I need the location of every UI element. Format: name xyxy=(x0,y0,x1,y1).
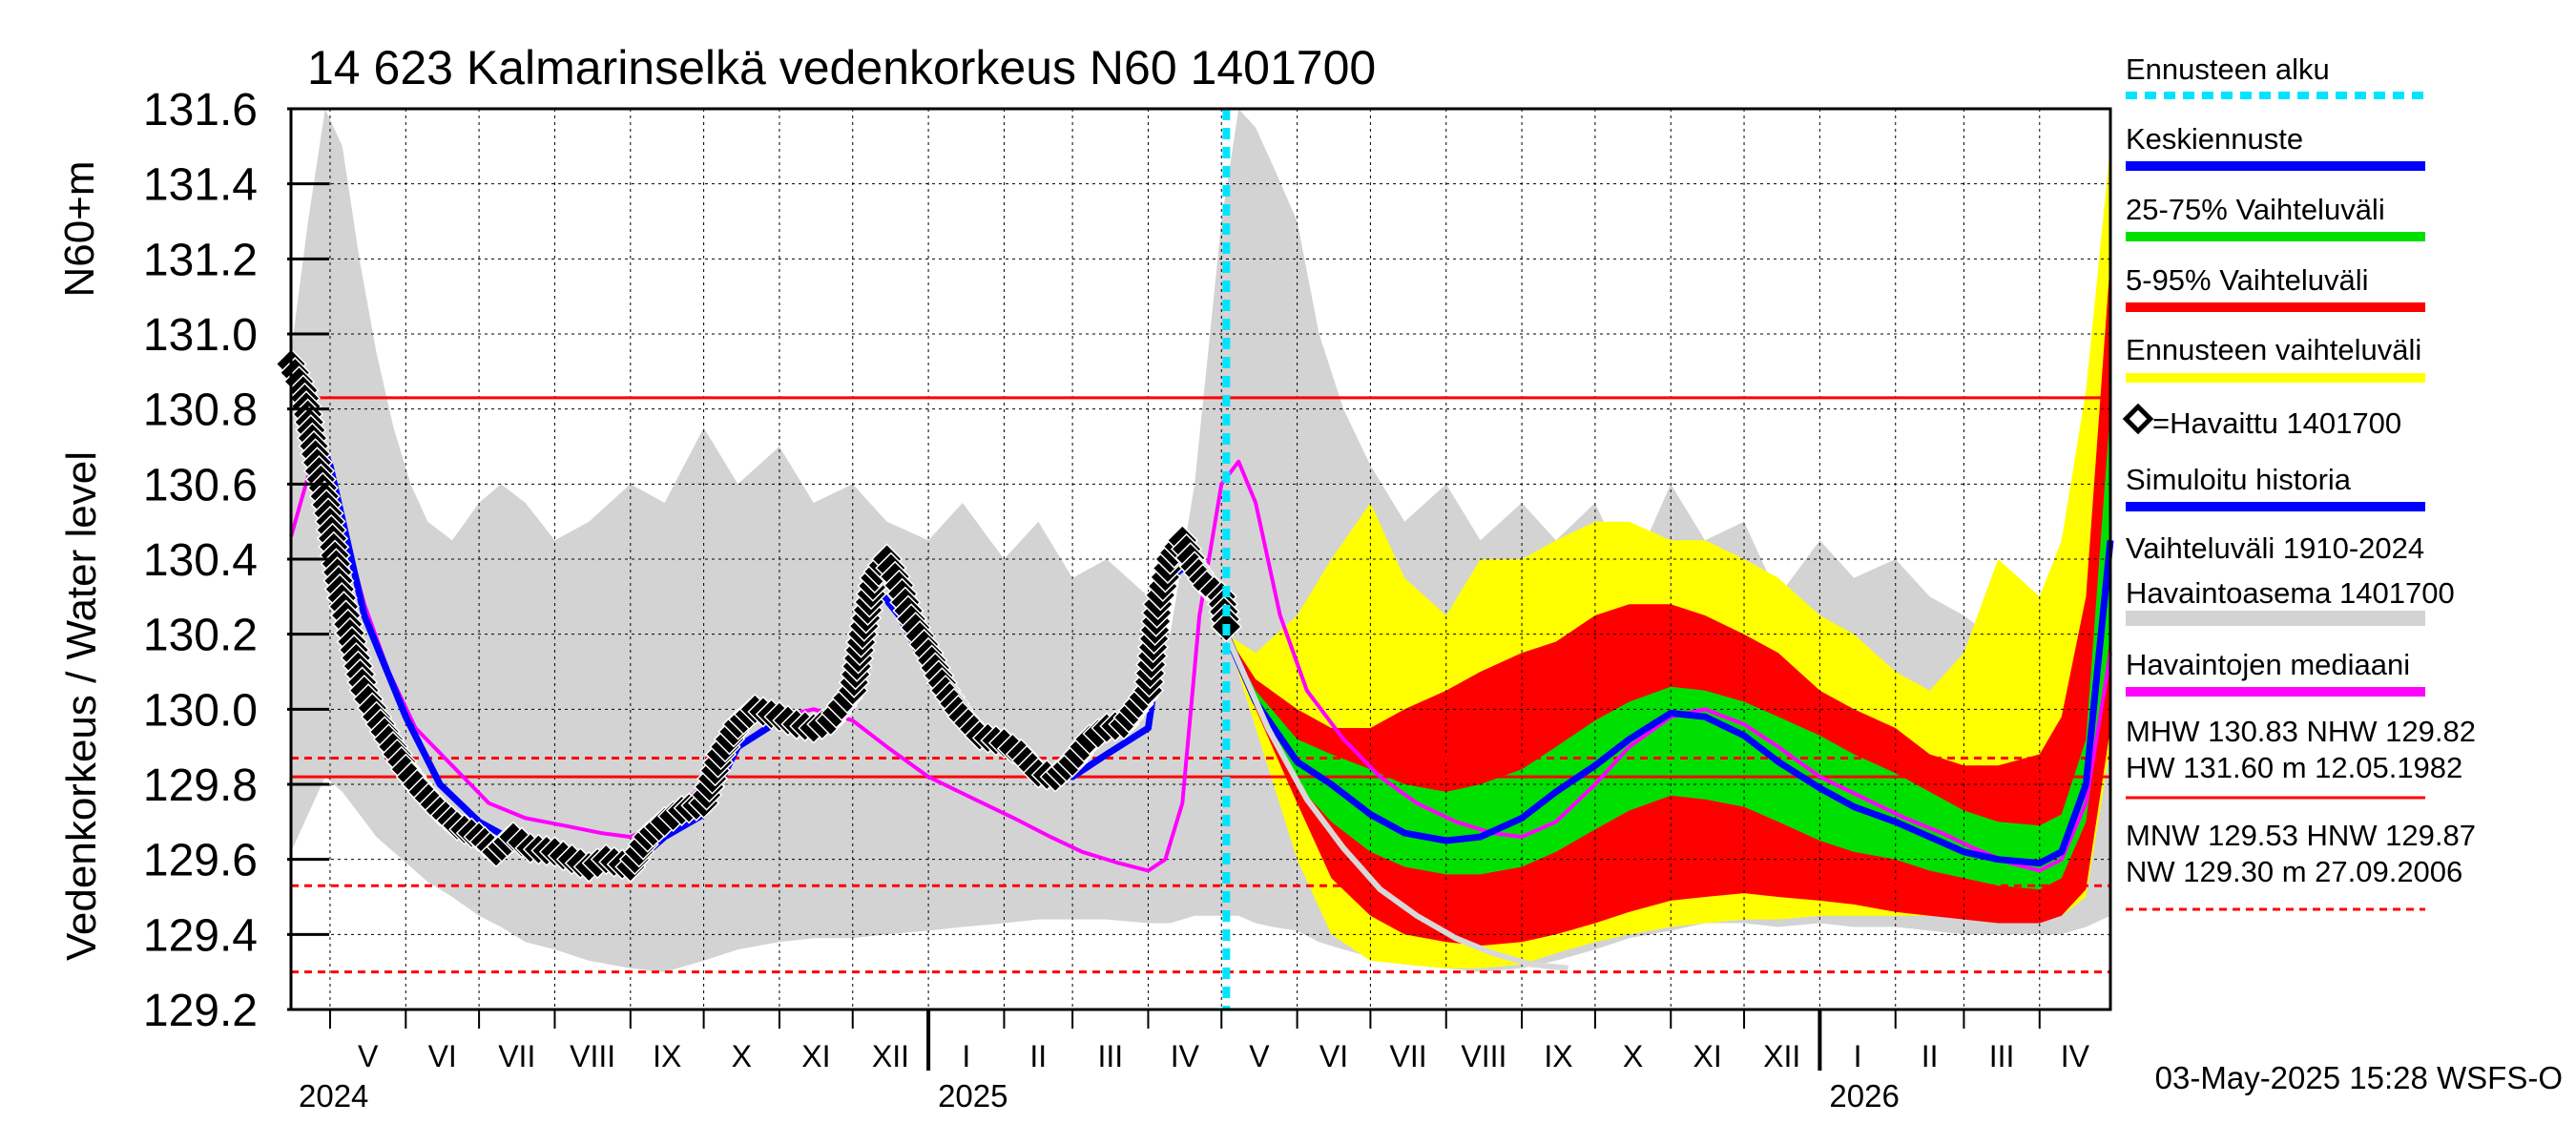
legend-havaittu-1401700-marker xyxy=(2122,403,2154,435)
month-label-3: VIII xyxy=(570,1039,615,1073)
legend-vaihteluv-li-1910-2024-label: Vaihteluväli 1910-2024 xyxy=(2126,531,2424,565)
plot-area xyxy=(275,107,2114,1011)
grid-layer xyxy=(291,108,2110,1010)
y-axis: 129.2 129.4 129.6 129.8 130.0 130.2 130.4 130.6… xyxy=(143,85,329,1036)
legend-5-95-vaihteluv-li-label: 5-95% Vaihteluväli xyxy=(2126,263,2368,297)
stats-line-4: NW 129.30 m 27.09.2006 xyxy=(2126,855,2462,888)
month-label-19: XII xyxy=(1763,1039,1800,1073)
legend-havaintojen-mediaani-label: Havaintojen mediaani xyxy=(2126,648,2410,681)
month-label-16: IX xyxy=(1544,1039,1572,1073)
y-tick-label-11: 131.4 xyxy=(143,160,258,211)
month-label-7: XII xyxy=(872,1039,909,1073)
month-label-11: IV xyxy=(1171,1039,1200,1073)
month-label-10: III xyxy=(1097,1039,1123,1073)
stats-line-3: MNW 129.53 HNW 129.87 xyxy=(2126,819,2476,852)
y-tick-label-12: 131.6 xyxy=(143,85,258,135)
y-tick-label-7: 130.6 xyxy=(143,460,258,510)
month-label-22: III xyxy=(1989,1039,2015,1073)
y-tick-label-6: 130.4 xyxy=(143,535,258,586)
month-label-15: VIII xyxy=(1461,1039,1506,1073)
legend-simuloitu-historia-label: Simuloitu historia xyxy=(2126,463,2352,496)
month-label-12: V xyxy=(1249,1039,1270,1073)
y-tick-label-5: 130.2 xyxy=(143,611,258,661)
legend-ennusteen-alku-label: Ennusteen alku xyxy=(2126,52,2330,86)
line-havaintojen-mediaani xyxy=(289,459,2112,873)
month-label-9: II xyxy=(1029,1039,1047,1073)
y-axis-label-inner: N60+m xyxy=(56,160,103,297)
y-tick-label-4: 130.0 xyxy=(143,685,258,736)
month-label-21: II xyxy=(1922,1039,1939,1073)
legend-havaittu-1401700-label: =Havaittu 1401700 xyxy=(2152,406,2401,440)
legend-25-75-vaihteluv-li-label: 25-75% Vaihteluväli xyxy=(2126,193,2385,226)
year-label-2: 2026 xyxy=(1829,1078,1899,1114)
x-axis: V VI VII VIII IX X XI XII I II III IV V VI VII VIII IX X X… xyxy=(299,1010,2090,1114)
line-driest-scenario xyxy=(1223,633,1569,971)
month-label-2: VII xyxy=(498,1039,535,1073)
band-25-75-vaihteluv-li xyxy=(1226,408,2110,890)
y-tick-label-3: 129.8 xyxy=(143,760,258,811)
month-label-14: VII xyxy=(1390,1039,1427,1073)
legend: Ennusteen alku Keskiennuste 25-75% Vaihtel… xyxy=(2122,52,2455,697)
year-label-0: 2024 xyxy=(299,1078,368,1114)
footer-timestamp: 03-May-2025 15:28 WSFS-O xyxy=(2155,1060,2563,1095)
month-label-1: VI xyxy=(428,1039,457,1073)
y-tick-label-8: 130.8 xyxy=(143,385,258,436)
y-tick-label-1: 129.4 xyxy=(143,910,258,961)
month-label-5: X xyxy=(732,1039,752,1073)
year-label-1: 2025 xyxy=(938,1078,1008,1114)
month-label-23: IV xyxy=(2061,1039,2090,1073)
y-tick-label-0: 129.2 xyxy=(143,986,258,1036)
legend-vaihteluv-li-1910-2024-label-2: Havaintoasema 1401700 xyxy=(2126,576,2455,610)
month-label-4: IX xyxy=(653,1039,681,1073)
observed-points-layer xyxy=(275,347,1243,884)
month-label-8: I xyxy=(962,1039,970,1073)
y-tick-label-2: 129.6 xyxy=(143,836,258,886)
month-label-0: V xyxy=(358,1039,379,1073)
line-keskiennuste xyxy=(1223,539,2114,867)
legend-ennusteen-vaihteluv-li-label: Ennusteen vaihteluväli xyxy=(2126,333,2421,366)
chart-title: 14 623 Kalmarinselkä vedenkorkeus N60 14… xyxy=(307,41,1376,94)
y-axis-label-outer: Vedenkorkeus / Water level xyxy=(58,451,105,961)
stats-line-1: MHW 130.83 NHW 129.82 xyxy=(2126,715,2476,748)
y-tick-label-9: 131.0 xyxy=(143,310,258,361)
bands-layer xyxy=(291,109,2110,972)
stats-line-2: HW 131.60 m 12.05.1982 xyxy=(2126,751,2462,784)
month-label-18: XI xyxy=(1693,1039,1722,1073)
y-tick-label-10: 131.2 xyxy=(143,235,258,285)
month-label-6: XI xyxy=(801,1039,830,1073)
month-label-13: VI xyxy=(1319,1039,1348,1073)
month-label-20: I xyxy=(1854,1039,1862,1073)
month-label-17: X xyxy=(1623,1039,1643,1073)
legend-keskiennuste-label: Keskiennuste xyxy=(2126,122,2303,156)
